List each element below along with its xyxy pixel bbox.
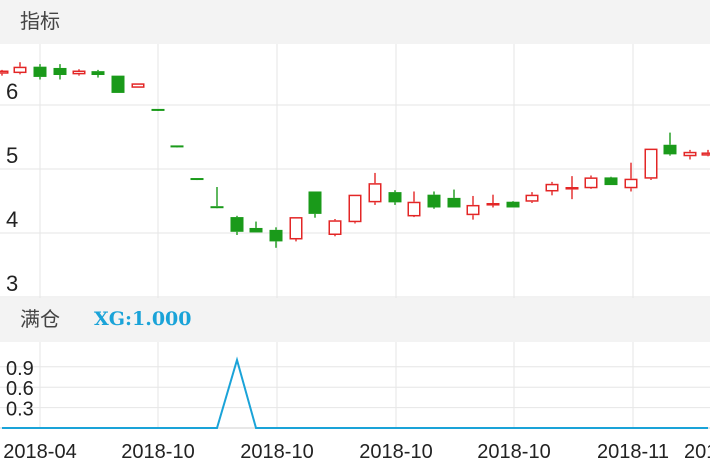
candle-body [584, 177, 598, 189]
candle-body [131, 83, 145, 88]
x-tick-label: 2018-11 [597, 441, 669, 463]
x-tick-label: 2018-10 [359, 441, 432, 463]
candle [308, 191, 322, 218]
candle-body [683, 151, 697, 157]
candle-body [190, 178, 204, 181]
candle [91, 69, 105, 78]
candle-body [466, 204, 480, 216]
candle [131, 83, 145, 88]
candle-body [91, 71, 105, 75]
candle-body [368, 183, 382, 203]
header-title: 指标 [20, 9, 60, 33]
candle-body [525, 194, 539, 202]
candle [644, 148, 658, 180]
candle-body [545, 183, 559, 192]
main-y-tick-label: 6 [6, 79, 18, 104]
candle [190, 178, 204, 181]
candle-body [486, 203, 500, 206]
candle [111, 75, 125, 93]
candle-body [33, 66, 47, 77]
candle [151, 108, 165, 111]
candle [701, 149, 710, 157]
candle [663, 132, 677, 156]
candle-body [663, 144, 677, 155]
candle-body [269, 229, 283, 242]
candle [230, 215, 244, 235]
candle-body [407, 201, 421, 217]
x-tick-label: 2018-10 [477, 441, 550, 463]
candle [486, 194, 500, 208]
candle-body [0, 70, 9, 74]
candle [388, 190, 402, 205]
sub-y-tick-label: 0.6 [6, 378, 34, 400]
candle [289, 217, 303, 242]
candle [72, 69, 86, 76]
candle-body [506, 201, 520, 208]
candle [13, 62, 27, 75]
main-y-tick-label: 5 [6, 143, 18, 168]
candle-body [328, 220, 342, 235]
candle [506, 201, 520, 208]
candle [328, 219, 342, 237]
candle-body [13, 66, 27, 74]
candle [210, 187, 224, 209]
candle-body [111, 75, 125, 93]
main-y-tick-label: 4 [6, 207, 18, 232]
candle [170, 145, 184, 148]
candle [584, 175, 598, 189]
candle-body [427, 194, 441, 208]
candle-body [289, 217, 303, 240]
x-tick-label: 2018-04 [3, 441, 76, 463]
indicator-title: 满仓 [20, 307, 60, 331]
candle-body [388, 192, 402, 203]
candle [545, 181, 559, 196]
candle-body [308, 191, 322, 214]
candle-body [348, 194, 362, 223]
candle-body [230, 217, 244, 232]
candle-body [565, 187, 579, 190]
candle [368, 172, 382, 205]
xg-line [2, 356, 708, 429]
candle-body [624, 178, 638, 189]
candle-body [604, 177, 618, 186]
candle [466, 195, 480, 220]
candle [624, 162, 638, 192]
indicator-bar: 满仓 XG:1.000 [0, 298, 710, 342]
sub-y-tick-label: 0.9 [6, 358, 34, 380]
candle [407, 191, 421, 218]
candle [427, 191, 441, 209]
candle-body [53, 67, 67, 75]
candle-body [447, 197, 461, 208]
candle-body [644, 148, 658, 179]
candle-body [72, 70, 86, 75]
candle [565, 176, 579, 200]
sub-y-tick-label: 0.3 [6, 399, 34, 421]
candle-body [151, 108, 165, 111]
candle [683, 149, 697, 160]
header-bar: 指标 [0, 0, 710, 44]
candle [33, 64, 47, 80]
candle-body [210, 206, 224, 209]
candle [269, 227, 283, 248]
main-y-tick-label: 3 [6, 271, 18, 296]
candle [525, 192, 539, 203]
candle [249, 221, 263, 233]
indicator-value: XG:1.000 [94, 308, 192, 330]
x-tick-label: 2018-10 [121, 441, 194, 463]
candle [447, 189, 461, 208]
candle-body [170, 145, 184, 148]
candle-body [701, 152, 710, 156]
candle [348, 194, 362, 224]
candle [0, 69, 9, 76]
candle [604, 176, 618, 186]
x-tick-label: 2018-10 [240, 441, 313, 463]
candle-body [249, 227, 263, 233]
candle [53, 64, 67, 80]
x-tick-label: 2018-11 [684, 441, 710, 463]
